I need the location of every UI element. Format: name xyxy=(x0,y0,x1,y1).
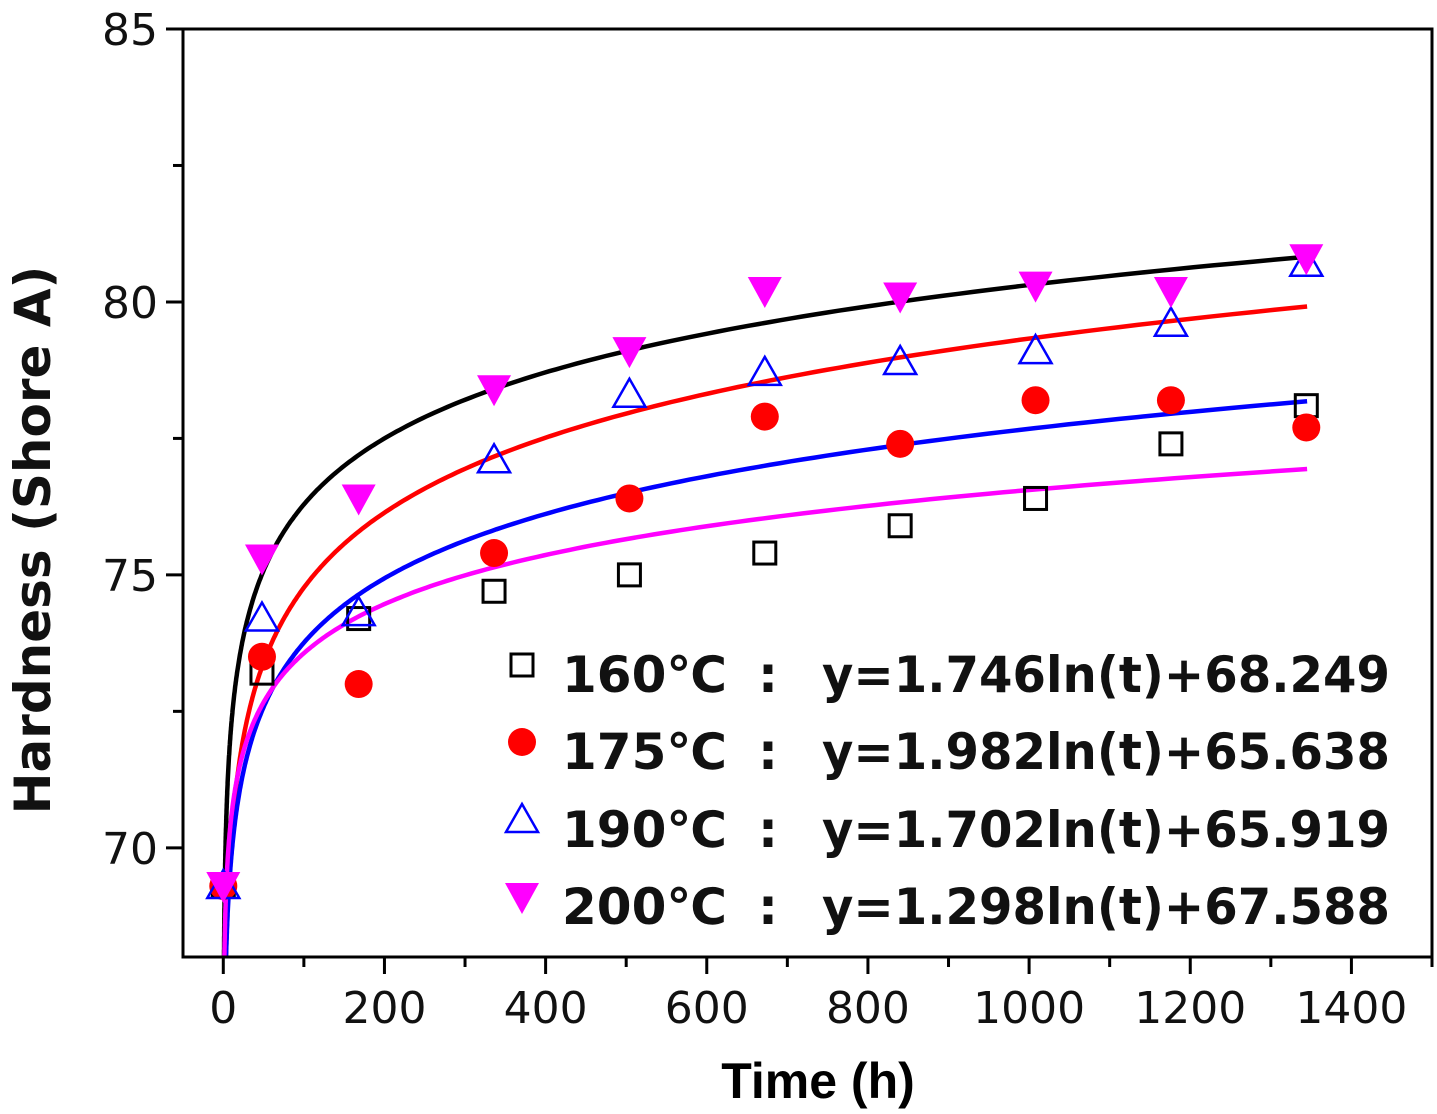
data-point xyxy=(882,343,919,376)
legend-label: 160℃ xyxy=(562,646,727,704)
legend-item: 175℃ : y=1.982ln(t)+65.638 xyxy=(508,723,1390,781)
data-point xyxy=(475,441,513,474)
data-point xyxy=(206,872,241,904)
data-point xyxy=(1288,245,1325,277)
y-axis-ticks: 70 75 80 85 xyxy=(102,5,183,875)
data-point xyxy=(883,282,918,314)
legend-item: 200℃ : y=1.298ln(t)+67.588 xyxy=(505,878,1390,936)
x-tick-label: 1400 xyxy=(1295,983,1407,1034)
data-point xyxy=(1018,271,1053,303)
data-point xyxy=(1158,431,1184,457)
data-point xyxy=(1017,332,1054,365)
x-tick-label: 600 xyxy=(665,983,749,1034)
data-point xyxy=(341,484,376,516)
legend-equation: y=1.298ln(t)+67.588 xyxy=(822,878,1390,936)
data-point xyxy=(243,600,281,632)
data-point xyxy=(1292,413,1321,442)
legend-separator: : xyxy=(758,801,778,859)
legend-label: 200℃ xyxy=(562,878,727,936)
data-point xyxy=(611,376,648,408)
data-point xyxy=(247,642,276,671)
data-point xyxy=(746,354,783,387)
open-triangle-icon xyxy=(503,801,541,834)
filled-triangle-down-icon xyxy=(505,883,539,914)
legend: 160℃ : y=1.746ln(t)+68.249 175℃ : y=1.98… xyxy=(503,646,1390,936)
y-tick-label: 80 xyxy=(102,278,158,329)
data-point xyxy=(1289,244,1324,276)
data-point xyxy=(481,578,507,604)
x-tick-label: 1200 xyxy=(1134,983,1246,1034)
y-tick-label: 85 xyxy=(102,5,158,56)
legend-marker xyxy=(503,801,541,834)
data-point xyxy=(887,513,913,539)
x-axis-title: Time (h) xyxy=(721,1053,915,1109)
data-point xyxy=(1023,485,1049,511)
data-point xyxy=(747,277,782,309)
data-point xyxy=(750,402,779,431)
data-point xyxy=(340,594,377,627)
data-markers xyxy=(205,244,1325,904)
legend-equation: y=1.746ln(t)+68.249 xyxy=(822,646,1390,704)
legend-equation: y=1.982ln(t)+65.638 xyxy=(822,723,1390,781)
data-point xyxy=(886,429,915,458)
x-tick-label: 1000 xyxy=(973,983,1085,1034)
legend-label: 190℃ xyxy=(562,801,727,859)
x-tick-label: 0 xyxy=(209,983,237,1034)
data-point xyxy=(1152,305,1190,338)
data-point xyxy=(244,544,279,576)
filled-circle-icon xyxy=(508,728,536,756)
data-point xyxy=(1021,386,1050,415)
data-point xyxy=(612,337,647,369)
data-point xyxy=(616,562,642,588)
y-tick-label: 75 xyxy=(102,551,158,602)
legend-label: 175℃ xyxy=(562,723,727,781)
legend-separator: : xyxy=(758,878,778,936)
legend-separator: : xyxy=(758,723,778,781)
legend-marker xyxy=(505,883,539,914)
x-tick-label: 200 xyxy=(342,983,426,1034)
data-point xyxy=(480,539,509,568)
data-point xyxy=(477,375,512,407)
data-point xyxy=(1156,386,1185,415)
plot-frame xyxy=(181,27,1434,959)
legend-equation: y=1.702ln(t)+65.919 xyxy=(822,801,1390,859)
legend-marker xyxy=(508,728,536,756)
fit-curve-160℃ xyxy=(221,254,1308,957)
legend-separator: : xyxy=(758,646,778,704)
x-axis-ticks: 0 200 400 600 800 1000 1200 1400 xyxy=(209,957,1434,1034)
data-point xyxy=(1153,277,1188,309)
legend-item: 160℃ : y=1.746ln(t)+68.249 xyxy=(509,646,1390,704)
legend-marker xyxy=(509,652,535,678)
data-point xyxy=(1293,393,1319,419)
open-square-icon xyxy=(509,652,535,678)
x-tick-label: 800 xyxy=(826,983,910,1034)
y-tick-label: 70 xyxy=(102,824,158,875)
legend-item: 190℃ : y=1.702ln(t)+65.919 xyxy=(503,801,1390,859)
data-point xyxy=(344,670,373,699)
data-point xyxy=(615,484,644,513)
y-axis-title: Hardness (Shore A) xyxy=(4,266,62,815)
x-tick-label: 400 xyxy=(504,983,588,1034)
data-point xyxy=(752,540,778,566)
